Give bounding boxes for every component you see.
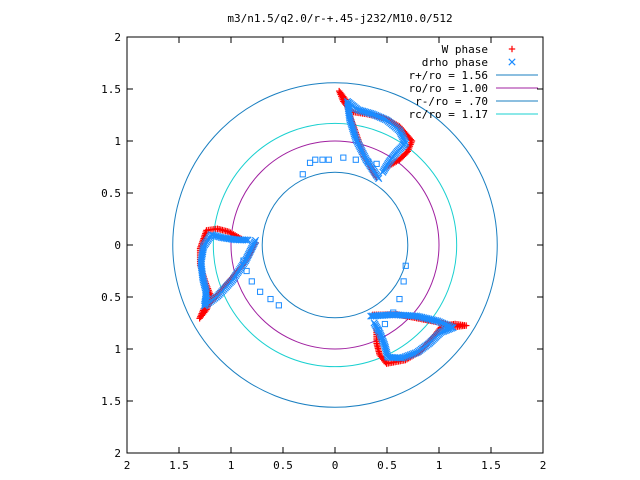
y-tick-label: 2 <box>114 31 121 44</box>
drho-phase-point <box>306 159 314 166</box>
drho-phase-point <box>400 278 407 285</box>
drho-phase-point <box>390 309 397 316</box>
x-tick-label: 1.5 <box>169 459 189 472</box>
legend-label: r+/ro = 1.56 <box>409 69 488 82</box>
drho-phase-point <box>242 236 250 244</box>
x-tick-label: 2 <box>124 459 131 472</box>
drho-phase-point <box>381 320 389 328</box>
drho-phase-point <box>312 156 319 163</box>
drho-phase-point <box>370 319 378 327</box>
x-tick-label: 0 <box>332 459 339 472</box>
drho-phase-point <box>243 267 250 275</box>
series-group <box>240 154 409 334</box>
legend-label: rc/ro = 1.17 <box>409 108 488 121</box>
legend-label: W phase <box>442 43 488 56</box>
legend-label: drho phase <box>422 56 488 69</box>
drho-phase-point <box>244 236 252 244</box>
plot-area <box>172 82 498 408</box>
y-tick-label: 1 <box>114 343 121 356</box>
drho-phase-point <box>373 160 380 167</box>
drho-phase-point <box>365 158 372 165</box>
chart-title: m3/n1.5/q2.0/r-+.45-j232/M10.0/512 <box>227 12 452 25</box>
drho-phase-point <box>257 288 264 295</box>
x-tick-label: 1.5 <box>481 459 501 472</box>
drho-phase-point <box>325 156 332 163</box>
series-group <box>197 97 457 362</box>
ring-circle <box>230 140 440 350</box>
ring-circle <box>261 171 409 319</box>
x-tick-label: 0.5 <box>377 459 397 472</box>
legend-label: ro/ro = 1.00 <box>409 82 488 95</box>
drho-phase-point <box>299 171 306 178</box>
y-tick-label: 0 <box>114 239 121 252</box>
legend-label: r-/ro = .70 <box>415 95 488 108</box>
drho-phase-point <box>275 302 282 309</box>
ring-circle <box>172 82 498 408</box>
axes: 2 1.5 1 0.5 0 0.5 1 1.5 221.510.500.511.52 <box>101 31 546 472</box>
x-tick-label: 1 <box>436 459 443 472</box>
y-tick-label: 0.5 <box>101 187 121 200</box>
drho-phase-point <box>402 262 409 269</box>
y-tick-label: 1.5 <box>101 83 121 96</box>
drho-phase-point <box>379 168 387 176</box>
series-group <box>196 87 470 367</box>
ring-circle <box>212 122 458 368</box>
drho-phase-point <box>319 156 326 163</box>
drho-phase-point <box>375 327 382 334</box>
drho-phase-point <box>248 278 255 285</box>
legend-swatch <box>508 58 516 66</box>
y-tick-label: 2 <box>114 447 121 460</box>
x-tick-label: 1 <box>228 459 235 472</box>
y-tick-label: 0.5 <box>101 291 121 304</box>
x-tick-label: 2 <box>540 459 547 472</box>
y-tick-label: 1 <box>114 135 121 148</box>
drho-phase-point <box>340 154 347 161</box>
y-tick-label: 1.5 <box>101 395 121 408</box>
drho-phase-point <box>240 257 247 264</box>
drho-phase-point <box>396 295 403 303</box>
x-tick-label: 0.5 <box>273 459 293 472</box>
drho-phase-point <box>267 295 274 303</box>
drho-phase-point <box>352 156 359 163</box>
legend-swatch <box>508 45 516 53</box>
